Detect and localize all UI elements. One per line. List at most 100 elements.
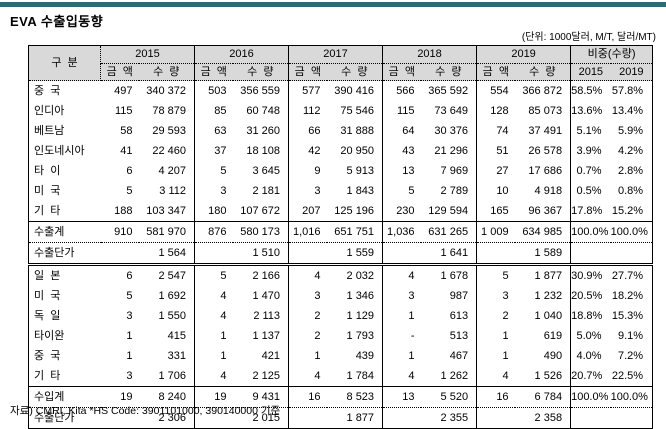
table-row: 미 국 5 3 112 3 2 181 3 1 843 5 2 789 10 4 918 0.5% 0.… (28, 181, 654, 201)
cell-qty: 20 950 (326, 141, 384, 161)
cell-qty: 651 751 (326, 221, 384, 243)
table-row: 기 타 188 103 347 180 107 672 207 125 196 230 129 … (28, 201, 654, 222)
cell-qty: 1 692 (138, 286, 196, 306)
cell-amt: 4 (314, 270, 321, 282)
cell-amt (476, 242, 515, 266)
cell-qty: 1 793 (326, 326, 384, 346)
cell-amt: 3 (220, 185, 227, 197)
table-header: 구 분 2015 2016 2017 2018 2019 비중(수량) 금 액 … (28, 45, 654, 81)
cell-sh2: 15.2% (610, 201, 654, 222)
cell-sh1 (570, 242, 611, 266)
cell-amt: 115 (114, 105, 133, 117)
cell-amt (476, 407, 515, 429)
source-note: 자료) CMRI, Kita *HS Code: 3901101000, 390… (10, 405, 281, 417)
row-label: 일 본 (28, 264, 101, 286)
cell-sh2: 7.2% (610, 346, 654, 366)
cell-qty: 2 113 (232, 306, 290, 326)
header-share: 비중(수량) (570, 45, 654, 64)
table-row: 베트남 58 29 593 63 31 260 66 31 888 64 30 376 74 37 … (28, 121, 654, 141)
cell-sh1: 100.0% (570, 221, 611, 243)
cell-amt: 2 (314, 310, 321, 322)
cell-sh1: 58.5% (571, 85, 603, 97)
cell-qty: 2 166 (232, 264, 290, 286)
table-row: 인디아 115 78 879 85 60 748 112 75 546 115 73 649 12… (28, 101, 654, 121)
table-row: 중 국 497 340 372 503 356 559 577 390 416 566 365 … (28, 80, 654, 101)
header-quantity: 수 량 (420, 63, 478, 81)
cell-sh2: 13.4% (610, 101, 654, 121)
cell-sh2: 2.8% (610, 161, 654, 181)
header-year-2017: 2017 (288, 45, 384, 64)
cell-qty: 2 355 (420, 407, 478, 429)
table-row: 수출단가 1 564 1 510 1 559 1 641 1 589 (28, 242, 654, 266)
cell-qty: 31 888 (326, 121, 384, 141)
cell-qty: 366 872 (514, 80, 572, 101)
cell-sh2: 100.0% (610, 386, 654, 408)
cell-amt (382, 242, 421, 266)
table-row: 중 국 1 331 1 421 1 439 1 467 1 490 4.0% 7.2% (28, 346, 654, 366)
cell-qty: 513 (420, 326, 478, 346)
table-row: 미 국 5 1 692 4 1 470 3 1 346 3 987 3 1 232 20.5% 18.2… (28, 286, 654, 306)
header-quantity: 수 량 (514, 63, 572, 81)
cell-amt: 74 (496, 125, 509, 137)
cell-amt: 13 (402, 165, 415, 177)
cell-amt: 58 (120, 125, 133, 137)
header-quantity: 수 량 (138, 63, 196, 81)
cell-qty: 356 559 (232, 80, 290, 101)
cell-amt: 10 (496, 185, 509, 197)
cell-amt: 554 (490, 85, 509, 97)
table-row: 타이완 1 415 1 1 137 2 1 793 -513 1 619 5.0% 9.1% (28, 326, 654, 346)
cell-qty: 1 526 (514, 366, 572, 387)
cell-amt: 19 (100, 386, 139, 408)
cell-sh2: 100.0% (610, 221, 654, 243)
table-row: 독 일 3 1 550 4 2 113 2 1 129 1 613 2 1 040 18.8% 15.3… (28, 306, 654, 326)
cell-qty: 6 784 (514, 386, 572, 408)
cell-amt: 1,036 (382, 221, 421, 243)
cell-qty: 1 470 (232, 286, 290, 306)
cell-qty: 2 032 (326, 264, 384, 286)
cell-qty: 340 372 (138, 80, 196, 101)
cell-amt (100, 242, 139, 266)
row-label: 수출계 (28, 221, 101, 243)
table-row: 일 본 6 2 547 5 2 166 4 2 032 4 1 678 5 1 877 30.9% 27… (28, 264, 654, 286)
page-title: EVA 수출입동향 (10, 14, 104, 29)
cell-sh2: 0.8% (610, 181, 654, 201)
cell-amt: 1 (502, 330, 509, 342)
cell-amt: 64 (402, 125, 415, 137)
cell-amt: 1 (408, 350, 415, 362)
cell-qty: 107 672 (232, 201, 290, 222)
cell-sh1: 0.5% (576, 185, 602, 197)
cell-qty: 613 (420, 306, 478, 326)
cell-qty: 2 547 (138, 264, 196, 286)
cell-amt: 63 (214, 125, 227, 137)
cell-qty: 21 296 (420, 141, 478, 161)
cell-amt: 4 (408, 370, 415, 382)
row-label: 타 이 (28, 161, 101, 181)
cell-qty: 390 416 (326, 80, 384, 101)
cell-amt: 5 (126, 290, 133, 302)
cell-qty: 7 969 (420, 161, 478, 181)
cell-sh2: 4.2% (610, 141, 654, 161)
cell-qty: 1 346 (326, 286, 384, 306)
cell-amt: 115 (397, 105, 415, 117)
header-amount: 금 액 (476, 63, 515, 81)
cell-qty: 4 918 (514, 181, 572, 201)
header-year-2019: 2019 (476, 45, 572, 64)
cell-qty: 22 460 (138, 141, 196, 161)
cell-qty: 631 265 (420, 221, 478, 243)
row-label: 독 일 (28, 306, 101, 326)
cell-qty: 30 376 (420, 121, 478, 141)
cell-sh1: 30.9% (571, 270, 603, 282)
cell-amt: 3 (502, 290, 509, 302)
cell-amt: 3 (314, 290, 321, 302)
row-label: 인도네시아 (28, 141, 101, 161)
cell-amt: 41 (120, 145, 133, 157)
cell-qty: 1 678 (420, 264, 478, 286)
cell-amt: 1 (502, 350, 509, 362)
cell-qty: 18 108 (232, 141, 290, 161)
cell-sh1: 20.5% (571, 290, 603, 302)
cell-qty: 1 262 (420, 366, 478, 387)
cell-sh1: 0.7% (576, 165, 602, 177)
cell-qty: 129 594 (420, 201, 478, 222)
cell-qty: 8 240 (138, 386, 196, 408)
row-label: 인디아 (28, 101, 101, 121)
